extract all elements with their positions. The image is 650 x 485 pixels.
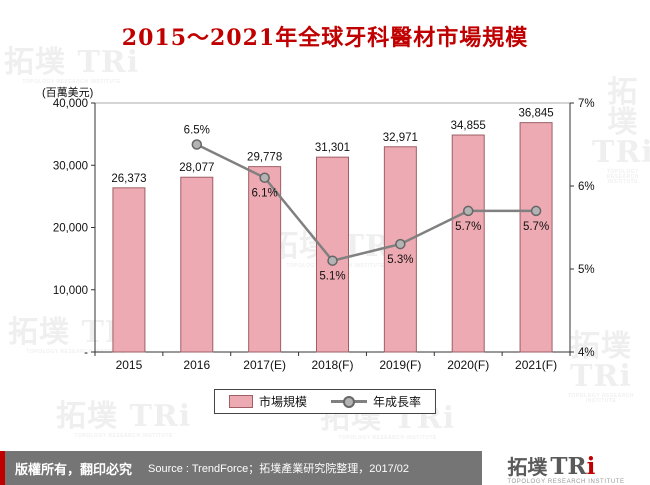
growth-rate-line [196,143,537,263]
watermark-subtitle: TOPOLOGY RESEARCH INSTITUTE [74,433,173,439]
growth-rate-label: 5.1% [319,271,345,283]
left-axis-tick-label: 40,000 [53,98,88,110]
legend: 市場規模 年成長率 [213,389,437,414]
legend-line-marker-icon [343,395,355,408]
footer: 版權所有，翻印必究 Source : TrendForce；拓墣產業研究院整理，… [0,451,650,485]
footer-red-accent [0,451,5,485]
source-text: Source : TrendForce；拓墣產業研究院整理，2017/02 [148,463,410,475]
growth-rate-label: 6.5% [184,125,210,137]
logo-main: 拓墣 TR i [507,451,624,480]
category-label: 2021(F) [515,358,557,372]
category-label: 2016 [183,358,210,372]
watermark-subtitle: TOPOLOGY RESEARCH INSTITUTE [567,393,635,404]
line-marker-2017(E) [259,172,270,183]
left-axis-tick-label: 30,000 [53,160,88,172]
bar-2016 [180,176,214,353]
bar-value-label: 36,845 [518,108,553,120]
legend-item-growth-rate: 年成長率 [331,393,421,410]
legend-item-market-size: 市場規模 [228,393,307,410]
right-axis-tick-label: 4% [578,347,595,359]
category-label: 2018(F) [311,358,353,372]
bar-2021(F) [519,122,553,353]
growth-rate-label: 5.7% [523,221,549,233]
left-axis-tick-label: - [84,347,88,359]
bar-2018(F) [316,156,349,353]
bar-value-label: 29,778 [247,152,282,164]
watermark-subtitle: TOPOLOGY RESEARCH INSTITUTE [338,435,437,441]
line-marker-2021(F) [530,205,542,217]
y-axis-unit-label: (百萬美元) [42,87,94,99]
category-label: 2020(F) [447,358,489,372]
bar-2020(F) [451,134,485,353]
right-axis-tick-label: 6% [578,181,595,193]
legend-label-market-size: 市場規模 [258,395,307,409]
chart-title: 2015～2021年全球牙科醫材市場規模 [121,25,529,51]
left-axis-tick-label: 20,000 [53,223,88,235]
legend-label-growth-rate: 年成長率 [373,395,422,409]
line-marker-2019(F) [395,238,406,250]
line-marker-2016 [191,139,203,150]
line-marker-2020(F) [462,205,474,217]
bar-value-label: 26,373 [111,173,146,185]
logo-zh: 拓墣 [507,457,548,479]
category-label: 2019(F) [379,358,421,372]
category-label: 2015 [116,358,143,372]
line-marker-2018(F) [327,255,338,266]
logo-subtitle: TOPOLOGY RESEARCH INSTITUTE [507,479,625,485]
left-axis-tick-label: 10,000 [53,285,88,297]
bar-2017(E) [248,166,282,353]
watermark-text: 拓墣 TRi [4,45,140,80]
growth-rate-label: 5.7% [455,221,481,233]
watermark-text: 拓墣 TRi [56,399,192,434]
bar-value-label: 31,301 [315,142,350,154]
logo: 拓墣 TR i TOPOLOGY RESEARCH INSTITUTE [482,451,650,485]
bar-value-label: 32,971 [383,132,418,144]
logo-latin-i: i [586,453,596,480]
bar-2015 [112,187,146,353]
category-label: 2017(E) [243,358,286,372]
legend-line-swatch [331,395,367,408]
legend-bar-swatch [228,395,253,408]
copyright-text: 版權所有，翻印必究 [15,461,133,477]
growth-rate-label: 5.3% [387,254,413,266]
bar-value-label: 34,855 [451,120,486,132]
bar-2019(F) [383,146,417,353]
right-axis-tick-label: 7% [578,98,595,110]
bar-value-label: 28,077 [179,162,214,174]
right-axis-tick-label: 5% [578,264,595,276]
growth-rate-label: 6.1% [252,188,278,200]
chart-svg: - 10,000 20,000 30,000 40,000 4% 5% 6% 7% 2015 201… [53,98,595,372]
logo-latin: TR [550,453,587,480]
